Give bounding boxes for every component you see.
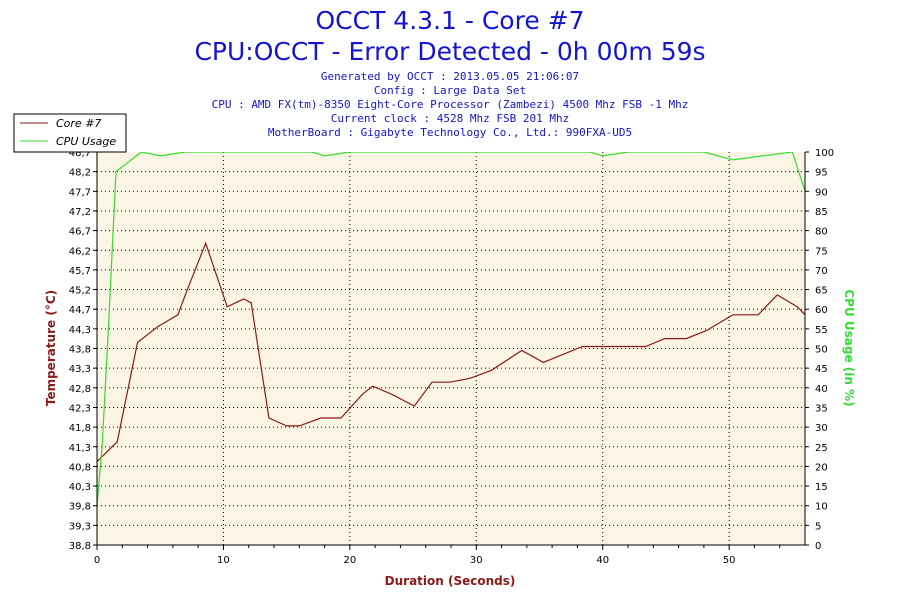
y-axis-right: 0 5 10 15 20 25 30 35 40 45 50 55 60 65 70 75 80 85 90 95 10…	[805, 148, 834, 552]
y-tick-label: 42,3	[69, 403, 91, 414]
y-tick-label: 44,7	[69, 305, 91, 316]
info-lines: Generated by OCCT : 2013.05.05 21:06:07C…	[212, 70, 689, 139]
y-tick-label: 47,2	[69, 207, 91, 218]
y2-tick-label: 40	[815, 384, 828, 395]
y-axis-label: Temperature (°C)	[44, 290, 58, 406]
y2-tick-label: 85	[815, 207, 828, 218]
y2-tick-label: 55	[815, 325, 828, 336]
chart-subtitle: CPU:OCCT - Error Detected - 0h 00m 59s	[194, 37, 705, 66]
info-line: MotherBoard : Gigabyte Technology Co., L…	[268, 126, 632, 139]
x-tick-label: 40	[596, 555, 609, 566]
y-tick-label: 45,2	[69, 286, 91, 297]
y2-axis-label: CPU Usage (in %)	[842, 289, 856, 406]
y-tick-label: 38,8	[69, 541, 91, 552]
plot-area	[97, 152, 805, 545]
legend-usage-label: CPU Usage	[56, 135, 116, 148]
y2-tick-label: 95	[815, 168, 828, 179]
y-tick-label: 43,3	[69, 364, 91, 375]
x-axis-label: Duration (Seconds)	[385, 574, 516, 588]
y-tick-label: 47,7	[69, 187, 91, 198]
y-tick-label: 46,2	[69, 246, 91, 257]
chart-title: OCCT 4.3.1 - Core #7	[316, 6, 585, 35]
y-tick-label: 39,3	[69, 521, 91, 532]
grid-lines	[97, 152, 805, 545]
x-axis: 0 10 20 30 40 50	[94, 545, 781, 566]
y2-tick-label: 70	[815, 266, 828, 277]
y2-tick-label: 0	[815, 541, 821, 552]
y2-tick-label: 90	[815, 187, 828, 198]
legend-box	[13, 113, 127, 153]
y-axis-left: 38,8 39,3 39,8 40,3 40,8 41,3 41,8 42,3 42,8 43,3…	[69, 148, 97, 552]
y-tick-label: 41,3	[69, 443, 91, 454]
y-tick-label: 40,3	[69, 482, 91, 493]
y-tick-label: 45,7	[69, 266, 91, 277]
y2-tick-label: 80	[815, 227, 828, 238]
y2-tick-label: 65	[815, 286, 828, 297]
y-tick-label: 41,8	[69, 423, 91, 434]
y-tick-label: 46,7	[69, 227, 91, 238]
y2-tick-label: 50	[815, 345, 828, 356]
x-tick-label: 50	[723, 555, 736, 566]
y2-tick-label: 5	[815, 521, 821, 532]
info-line: Current clock : 4528 Mhz FSB 201 Mhz	[331, 112, 569, 125]
y2-tick-label: 25	[815, 443, 828, 454]
y-tick-label: 42,8	[69, 384, 91, 395]
info-line: Config : Large Data Set	[374, 84, 526, 97]
y2-tick-label: 75	[815, 246, 828, 257]
y2-tick-label: 35	[815, 403, 828, 414]
core-temperature-line	[97, 241, 805, 463]
y2-tick-label: 60	[815, 305, 828, 316]
y-tick-label: 48,7	[69, 148, 91, 159]
cpu-usage-line	[97, 152, 805, 506]
x-tick-label: 10	[217, 555, 230, 566]
legend: Core #7 CPU Usage	[13, 113, 127, 153]
y2-tick-label: 30	[815, 423, 828, 434]
y-tick-label: 40,8	[69, 462, 91, 473]
y2-tick-label: 10	[815, 502, 828, 513]
y-tick-label: 43,8	[69, 345, 91, 356]
y2-tick-label: 15	[815, 482, 828, 493]
y-tick-label: 44,3	[69, 325, 91, 336]
legend-core-label: Core #7	[56, 117, 101, 130]
y2-tick-label: 100	[815, 148, 834, 159]
y-tick-label: 39,8	[69, 502, 91, 513]
series-layer	[96, 152, 806, 546]
y-tick-label: 48,2	[69, 168, 91, 179]
x-tick-label: 20	[343, 555, 356, 566]
y2-tick-label: 20	[815, 462, 828, 473]
info-line: CPU : AMD FX(tm)-8350 Eight-Core Process…	[212, 98, 689, 111]
x-tick-label: 0	[94, 555, 100, 566]
info-line: Generated by OCCT : 2013.05.05 21:06:07	[321, 70, 579, 83]
y2-tick-label: 45	[815, 364, 828, 375]
x-tick-label: 30	[470, 555, 483, 566]
